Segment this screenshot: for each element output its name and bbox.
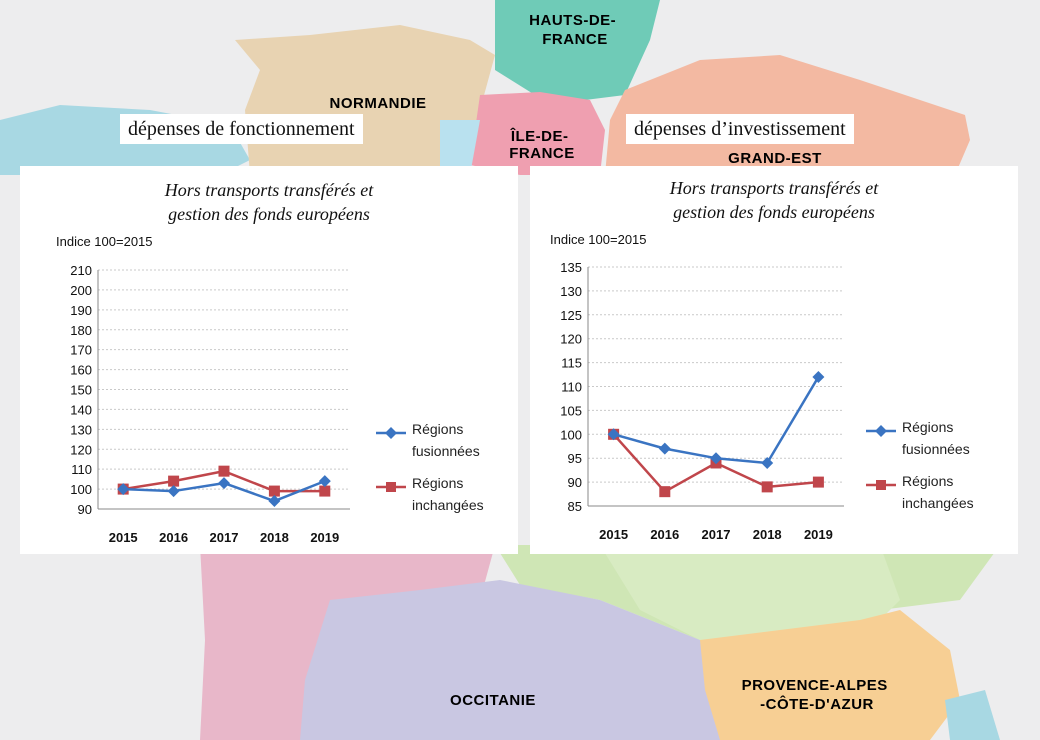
y-tick-label: 130 bbox=[560, 284, 582, 299]
region-shape-hauts-de-france bbox=[495, 0, 660, 100]
data-point-square bbox=[659, 486, 671, 498]
y-tick-label: 190 bbox=[70, 303, 92, 318]
region-shape-occitanie bbox=[300, 580, 730, 740]
y-tick-label: 180 bbox=[70, 323, 92, 338]
data-point-diamond bbox=[268, 495, 281, 508]
y-tick-label: 125 bbox=[560, 308, 582, 323]
legend-label-line1: Régions bbox=[902, 473, 954, 489]
y-tick-label: 85 bbox=[568, 499, 582, 514]
y-tick-label: 105 bbox=[560, 403, 582, 418]
index-note: Indice 100=2015 bbox=[56, 234, 153, 249]
legend: Régions fusionnées Régions inchangées bbox=[376, 418, 516, 518]
data-point-diamond bbox=[812, 370, 825, 383]
legend-label-line2: fusionnées bbox=[412, 443, 480, 459]
region-label-hauts-de-france: HAUTS-DE- FRANCE bbox=[529, 12, 621, 48]
x-tick-label: 2018 bbox=[753, 527, 782, 542]
legend-swatch-square-icon bbox=[866, 480, 896, 490]
data-point-square bbox=[812, 476, 824, 488]
y-tick-label: 120 bbox=[560, 332, 582, 347]
legend-label-line2: fusionnées bbox=[902, 441, 970, 457]
y-tick-label: 160 bbox=[70, 363, 92, 378]
region-label-occitanie: OCCITANIE bbox=[450, 692, 536, 709]
region-label-ile-de-france: ÎLE-DE- FRANCE bbox=[509, 127, 575, 162]
data-point-diamond bbox=[761, 456, 774, 469]
y-tick-label: 90 bbox=[568, 475, 582, 490]
data-point-diamond bbox=[167, 485, 180, 498]
data-point-square bbox=[268, 485, 280, 497]
chart-panel-fonctionnement: Hors transports transférés et gestion de… bbox=[20, 166, 518, 554]
x-tick-label: 2016 bbox=[650, 527, 679, 542]
y-tick-label: 90 bbox=[78, 502, 92, 517]
region-shape-ile-de-france bbox=[470, 92, 605, 175]
region-shape-centre bbox=[440, 120, 480, 175]
y-tick-label: 110 bbox=[71, 462, 92, 477]
legend-label-line2: inchangées bbox=[902, 495, 974, 511]
x-tick-label: 2018 bbox=[260, 530, 289, 545]
legend-swatch-diamond-icon bbox=[866, 425, 896, 437]
legend-swatch-diamond-icon bbox=[376, 427, 406, 439]
chart-title-line1: Hors transports transférés et bbox=[164, 180, 374, 200]
data-point-square bbox=[761, 481, 773, 493]
y-tick-label: 210 bbox=[70, 263, 92, 278]
y-tick-label: 115 bbox=[561, 356, 582, 371]
legend-label-line1: Régions bbox=[902, 419, 954, 435]
region-shape-provence bbox=[700, 610, 960, 740]
y-tick-label: 100 bbox=[560, 427, 582, 442]
x-tick-label: 2015 bbox=[599, 527, 628, 542]
x-tick-label: 2019 bbox=[310, 530, 339, 545]
legend-label-line1: Régions bbox=[412, 475, 464, 491]
x-tick-label: 2017 bbox=[210, 530, 239, 545]
data-point-square bbox=[168, 475, 180, 487]
chart-title-line2: gestion des fonds européens bbox=[673, 202, 875, 222]
data-point-diamond bbox=[607, 428, 620, 441]
region-label-grand-est: GRAND-EST bbox=[728, 150, 822, 167]
region-shape-corse bbox=[945, 690, 1000, 740]
y-tick-label: 100 bbox=[70, 482, 92, 497]
x-tick-label: 2019 bbox=[804, 527, 833, 542]
y-tick-label: 130 bbox=[70, 422, 92, 437]
x-tick-label: 2017 bbox=[702, 527, 731, 542]
data-point-diamond bbox=[117, 483, 130, 496]
data-point-diamond bbox=[218, 477, 230, 490]
y-tick-label: 110 bbox=[561, 380, 582, 395]
line-chart-investissement: 85 90 95 100 105 110 115 120 125 130 135 2015 2016 20… bbox=[560, 260, 844, 542]
y-tick-label: 140 bbox=[70, 402, 92, 417]
section-label-investissement: dépenses d’investissement bbox=[626, 114, 854, 144]
region-label-provence: PROVENCE-ALPES -CÔTE-D'AZUR bbox=[742, 677, 893, 713]
data-point-diamond bbox=[318, 475, 331, 488]
chart-title-line1: Hors transports transférés et bbox=[669, 178, 879, 198]
legend-swatch-square-icon bbox=[376, 482, 406, 492]
data-point-diamond bbox=[658, 442, 671, 455]
chart-title-line2: gestion des fonds européens bbox=[168, 204, 370, 224]
series-line bbox=[613, 376, 820, 465]
y-tick-label: 120 bbox=[70, 442, 92, 457]
section-label-fonctionnement: dépenses de fonctionnement bbox=[120, 114, 363, 144]
data-point-square bbox=[218, 465, 230, 477]
legend: Régions fusionnées Régions inchangées bbox=[866, 416, 1016, 516]
x-tick-label: 2016 bbox=[159, 530, 188, 545]
y-tick-label: 95 bbox=[568, 451, 582, 466]
y-tick-label: 170 bbox=[70, 343, 92, 358]
region-shape-auvergne bbox=[600, 545, 900, 650]
region-label-normandie: NORMANDIE bbox=[330, 95, 427, 112]
line-chart-fonctionnement: 90 100 110 120 130 140 150 160 170 180 190 200 210 20… bbox=[70, 263, 350, 545]
data-point-square bbox=[319, 485, 331, 497]
data-point-diamond bbox=[710, 452, 722, 465]
y-tick-label: 135 bbox=[560, 260, 582, 275]
index-note: Indice 100=2015 bbox=[550, 232, 647, 247]
legend-label-line1: Régions bbox=[412, 421, 464, 437]
y-tick-label: 150 bbox=[70, 383, 92, 398]
legend-label-line2: inchangées bbox=[412, 497, 484, 513]
y-tick-label: 200 bbox=[70, 283, 92, 298]
chart-panel-investissement: Hors transports transférés et gestion de… bbox=[530, 166, 1018, 554]
x-tick-label: 2015 bbox=[109, 530, 138, 545]
